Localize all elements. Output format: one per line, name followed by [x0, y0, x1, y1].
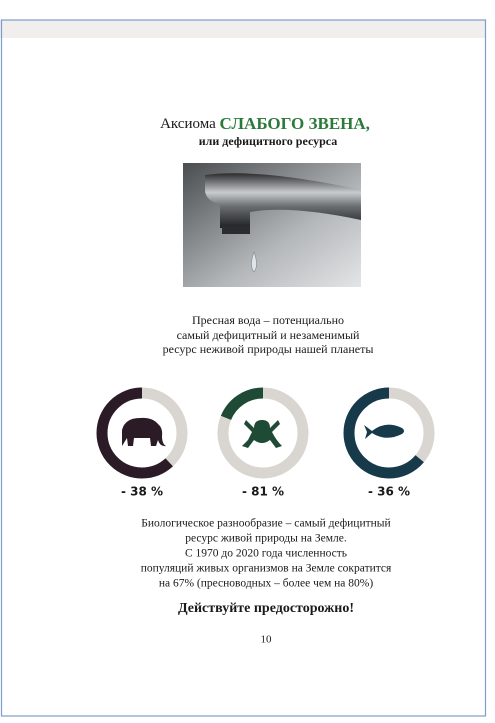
scan-band: [0, 20, 486, 38]
body-line: популяций живых организмов на Земле сокр…: [141, 563, 392, 575]
body-line: Биологическое разнообразие – самый дефиц…: [141, 518, 390, 530]
page-number: 10: [261, 634, 273, 646]
call-to-action: Действуйте предосторожно!: [178, 601, 354, 616]
subtitle: или дефицитного ресурса: [199, 134, 338, 148]
value-label: - 36 %: [368, 485, 410, 499]
title-prefix: Аксиома: [160, 116, 216, 132]
body-line: на 67% (пресноводных – более чем на 80%): [159, 578, 373, 590]
donut-lost: [96, 387, 188, 479]
intro-line: Пресная вода – потенциально: [192, 313, 344, 327]
value-label: - 38 %: [121, 485, 163, 499]
donut-lost: [217, 387, 309, 479]
donut-charts: - 38 % - 81 % - 36 %: [96, 387, 435, 499]
faucet-photo: [183, 163, 361, 287]
icons: [122, 417, 404, 448]
intro-line: ресурс неживой природы нашей планеты: [163, 342, 374, 356]
intro: Пресная вода – потенциально самый дефици…: [163, 313, 374, 356]
page-border: [0, 19, 487, 717]
body-line: ресурс живой природы на Земле.: [185, 533, 347, 545]
intro-line: самый дефицитный и незаменимый: [177, 328, 360, 342]
value-label: - 81 %: [242, 485, 284, 499]
title-highlight: СЛАБОГО ЗВЕНА,: [220, 114, 370, 133]
body-line: С 1970 до 2020 года численность: [185, 548, 347, 560]
donut-lost: [343, 387, 435, 479]
body: Биологическое разнообразие – самый дефиц…: [141, 518, 392, 590]
title: Аксиома СЛАБОГО ЗВЕНА,: [160, 114, 370, 133]
